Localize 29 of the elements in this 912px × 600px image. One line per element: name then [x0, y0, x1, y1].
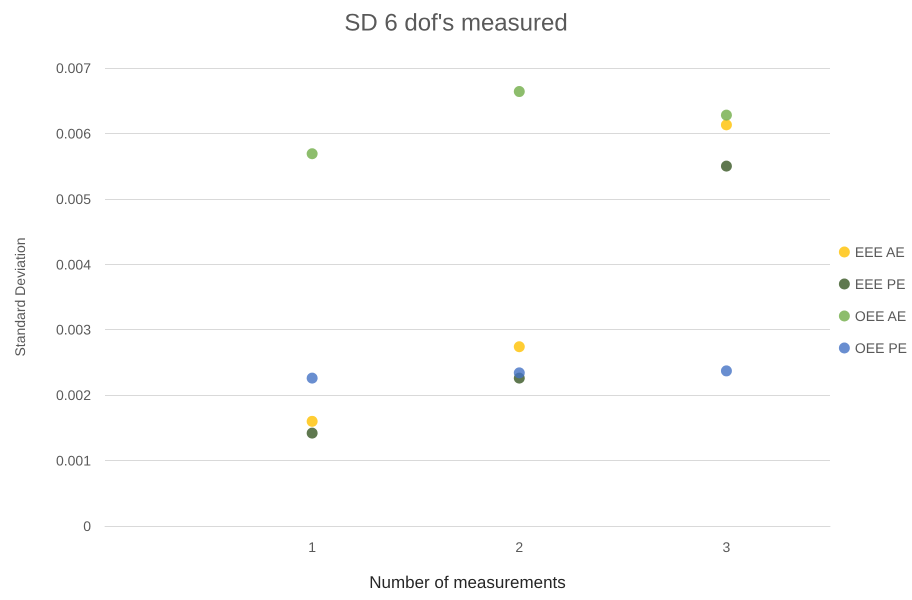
y-axis-title: Standard Deviation [12, 237, 28, 357]
point [306, 416, 318, 427]
y-tick-label: 0.001 [56, 452, 92, 469]
point [720, 110, 732, 121]
point [306, 372, 318, 384]
x-tick-label: 2 [515, 539, 524, 555]
legend-label: EEE PE [854, 276, 906, 292]
legend-label: OEE AE [854, 308, 906, 324]
point [514, 86, 525, 98]
point [514, 341, 525, 352]
y-tick-label: 0.003 [56, 322, 92, 338]
y-tick-label: 0.007 [56, 60, 92, 76]
y-tick-label: 0 [83, 518, 92, 534]
point [306, 428, 318, 439]
x-tick-label: 3 [722, 539, 731, 555]
y-tick-label: 0.002 [56, 387, 92, 404]
x-axis-title: Number of measurements [369, 573, 566, 592]
point [720, 119, 732, 130]
point [514, 367, 525, 378]
chart-title: SD 6 dof's measured [344, 10, 568, 36]
x-tick-label: 1 [308, 539, 316, 555]
y-tick-label: 0.006 [56, 125, 92, 142]
y-tick-label: 0.004 [56, 256, 92, 272]
legend-label: OEE PE [854, 340, 908, 356]
point [306, 148, 318, 160]
point [720, 365, 732, 376]
legend-label: EEE AE [854, 244, 905, 260]
point [720, 160, 732, 172]
y-tick-label: 0.005 [56, 190, 92, 207]
